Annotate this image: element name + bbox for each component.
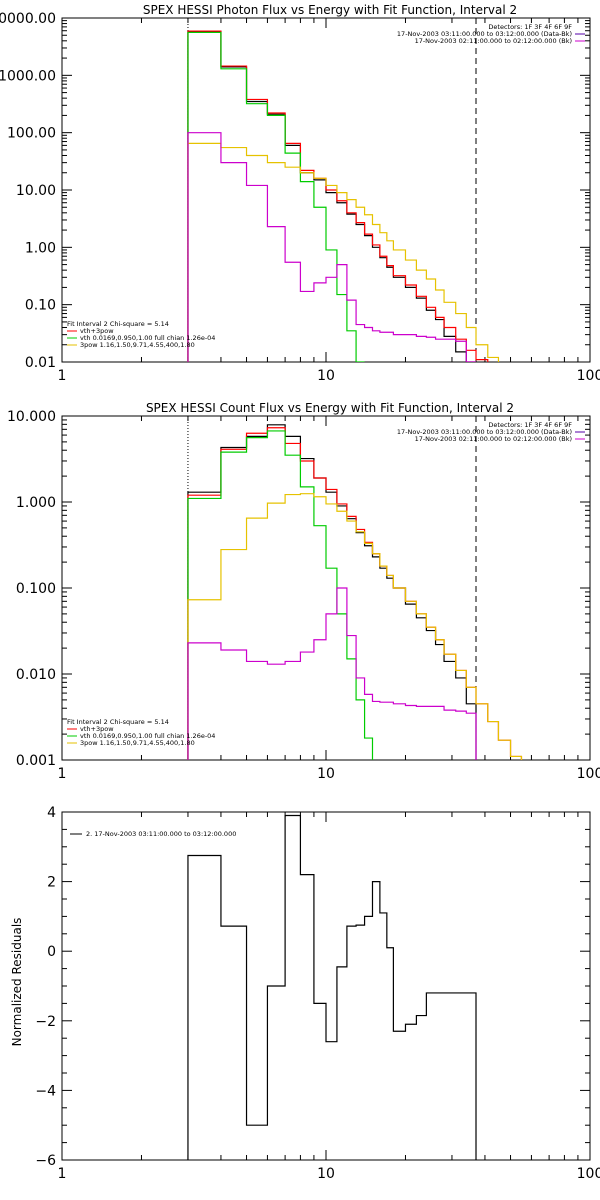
y-tick-label: 10000.00 — [0, 11, 56, 27]
fit-legend-line: vth 0.0169,0.950,1.00 full chian 1.26e-0… — [80, 732, 215, 740]
y-tick-label: 0 — [47, 944, 56, 960]
series-vth-3pow — [187, 30, 489, 362]
info-line: 17-Nov-2003 02:11:00.000 to 02:12:00.000… — [415, 435, 572, 443]
series-group — [187, 30, 500, 362]
info-line: 17-Nov-2003 02:11:00.000 to 02:12:00.000… — [415, 37, 572, 45]
plot-frame — [61, 415, 591, 761]
series-group — [187, 814, 477, 1160]
info-line: Detectors: 1F 3F 4F 6F 9F — [488, 421, 572, 429]
y-tick-label: 0.01 — [25, 355, 56, 371]
series-3pow — [187, 142, 500, 362]
info-line: 17-Nov-2003 03:11:00.000 to 03:12:00.000… — [397, 30, 572, 38]
x-tick-label: 1 — [58, 368, 67, 384]
info-line: 17-Nov-2003 03:11:00.000 to 03:12:00.000… — [397, 428, 572, 436]
series-data-bk — [187, 424, 477, 760]
count-flux-title: SPEX HESSI Count Flux vs Energy with Fit… — [146, 401, 514, 415]
series-vth — [187, 430, 374, 760]
series-data-bk — [187, 30, 477, 362]
y-tick-label: 0.010 — [16, 667, 56, 683]
fit-legend-line: Fit Interval 2 Chi-square = 5.14 — [67, 320, 169, 328]
y-tick-label: 100.00 — [7, 126, 56, 142]
x-tick-label: 100 — [577, 368, 600, 384]
x-tick-label: 10 — [317, 368, 335, 384]
fit-legend-line: 3pow 1.16,1.50,9.71,4.55,400,1.80 — [80, 341, 195, 349]
x-tick-label: 100 — [577, 1166, 600, 1182]
y-tick-label: 10.000 — [7, 409, 56, 425]
photon-flux-title: SPEX HESSI Photon Flux vs Energy with Fi… — [143, 3, 517, 17]
y-tick-label: 1.00 — [25, 240, 56, 256]
residuals-panel: Normalized Residuals 1 10 100 −6 −4 −2 0 2 4 2. 1… — [10, 805, 600, 1182]
fit-legend-line: 3pow 1.16,1.50,9.71,4.55,400,1.80 — [80, 739, 195, 747]
fit-legend-line: Fit Interval 2 Chi-square = 5.14 — [67, 718, 169, 726]
y-tick-label: 0.100 — [16, 581, 56, 597]
fit-legend-line: vth+3pow — [80, 327, 114, 335]
plot-frame — [61, 811, 591, 1161]
x-tick-label: 10 — [317, 766, 335, 782]
y-tick-label: 0.001 — [16, 753, 56, 769]
y-tick-label: 2 — [47, 875, 56, 891]
y-tick-label: −4 — [35, 1083, 56, 1099]
info-line: Detectors: 1F 3F 4F 6F 9F — [488, 23, 572, 31]
series-3pow — [187, 493, 523, 760]
x-tick-label: 1 — [58, 1166, 67, 1182]
fit-legend-line: vth 0.0169,0.950,1.00 full chian 1.26e-0… — [80, 334, 215, 342]
series-vth — [187, 31, 365, 362]
y-tick-label: 0.10 — [25, 298, 56, 314]
series-group — [187, 424, 523, 760]
count-flux-panel: SPEX HESSI Count Flux vs Energy with Fit… — [7, 401, 600, 782]
y-tick-label: 1000.00 — [0, 68, 56, 84]
series-2-17-nov-2003-03-11-00-000-to-03-12-00-000 — [187, 814, 477, 1160]
fit-legend-line: vth+3pow — [80, 725, 114, 733]
photon-flux-panel: SPEX HESSI Photon Flux vs Energy with Fi… — [0, 3, 600, 384]
x-tick-label: 10 — [317, 1166, 335, 1182]
series-bk — [187, 132, 477, 362]
y-tick-label: 4 — [47, 805, 56, 821]
x-tick-label: 1 — [58, 766, 67, 782]
residuals-ylabel: Normalized Residuals — [10, 918, 24, 1047]
series-vth-3pow — [187, 427, 523, 760]
y-tick-label: −6 — [35, 1153, 56, 1169]
y-tick-label: 10.00 — [16, 183, 56, 199]
residual-legend-label: 2. 17-Nov-2003 03:11:00.000 to 03:12:00.… — [86, 830, 236, 838]
x-tick-label: 100 — [577, 766, 600, 782]
y-tick-label: −2 — [35, 1014, 56, 1030]
y-tick-label: 1.000 — [16, 495, 56, 511]
series-bk — [187, 587, 477, 760]
